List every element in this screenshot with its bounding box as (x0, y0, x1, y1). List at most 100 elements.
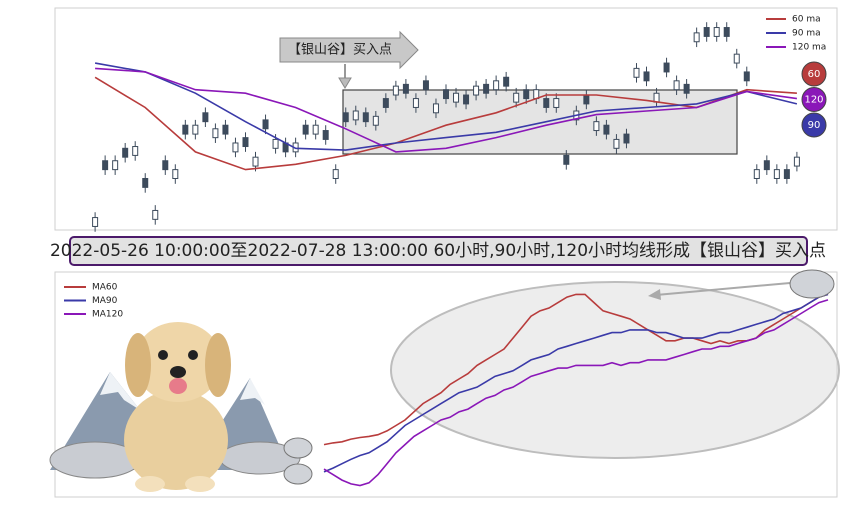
candle-body (102, 160, 109, 171)
candle-body (412, 98, 419, 108)
candle-body (543, 98, 550, 108)
candle-body (312, 124, 319, 135)
ma-line (323, 299, 829, 487)
candle-body (272, 138, 279, 149)
candle-body (322, 130, 329, 140)
end-label: 120 (804, 95, 823, 106)
candle-body (703, 27, 710, 37)
candle-body (683, 83, 690, 94)
candle-body (132, 146, 139, 156)
candle-body (242, 137, 249, 148)
annotation-arrow (279, 30, 419, 70)
candle-body (553, 98, 560, 108)
candle-body (152, 209, 159, 220)
legend-label: MA120 (92, 310, 123, 320)
snow (100, 372, 140, 410)
candle-body (693, 32, 700, 43)
highlight-box (342, 89, 738, 155)
candle-body (603, 124, 610, 135)
candle-body (202, 112, 209, 123)
annotation: 【银山谷】买入点 (288, 43, 392, 58)
candle-body (783, 169, 790, 179)
candle-body (352, 110, 359, 121)
candle-body (743, 71, 750, 82)
candle-body (302, 124, 309, 135)
candle-body (262, 119, 269, 130)
candle-body (473, 85, 480, 96)
candle-body (663, 62, 670, 73)
candle-body (793, 156, 800, 167)
candle-body (713, 27, 720, 37)
candle-body (723, 27, 730, 37)
candle-body (503, 76, 510, 87)
dog-paw (185, 476, 215, 492)
candle-body (633, 67, 640, 78)
decoration (49, 269, 835, 492)
end-badge (801, 87, 827, 112)
dog-tongue (169, 378, 187, 394)
candle-body (162, 160, 169, 171)
dog-eye (188, 350, 198, 360)
candle-body (92, 217, 99, 227)
candle-body (182, 124, 189, 135)
highlight-ellipse (390, 281, 840, 459)
pointer-head (338, 77, 352, 89)
candle-body (523, 89, 530, 100)
candle-body (673, 80, 680, 91)
candle-body (422, 80, 429, 91)
candle-body (443, 89, 449, 100)
ingot (283, 437, 313, 459)
candle-body (392, 85, 399, 96)
candle-body (372, 115, 379, 126)
dog-nose (170, 366, 186, 378)
candle-body (493, 80, 500, 91)
ingot (283, 463, 313, 485)
candle-body (212, 128, 219, 139)
banner-box (69, 236, 808, 266)
dog-body (124, 390, 228, 490)
candle-body (513, 92, 520, 103)
dog-ear (125, 333, 151, 397)
candle-body (583, 94, 590, 105)
dog-eye (158, 350, 168, 360)
candle-body (122, 147, 129, 158)
snow (240, 378, 265, 405)
candle-body (563, 154, 570, 165)
candle-body (613, 138, 620, 149)
end-label: 60 (808, 69, 821, 80)
candle-body (172, 169, 179, 179)
candle-body (232, 142, 239, 153)
legend-label: 60 ma (792, 15, 821, 25)
ingot (789, 269, 835, 299)
banner: 2022-05-26 10:00:00至2022-07-28 13:00:00 … (50, 241, 826, 261)
ma-line (323, 293, 829, 473)
candle-body (463, 94, 470, 105)
candle-body (142, 177, 149, 188)
legend-label: 120 ma (792, 43, 826, 53)
dog-paw (135, 476, 165, 492)
candle-body (453, 92, 460, 103)
candle-body (733, 53, 740, 64)
candle-body (362, 112, 369, 123)
legend-label: MA60 (92, 283, 118, 293)
end-label: 90 (808, 120, 821, 131)
candle-body (643, 71, 650, 82)
ma-line (95, 67, 798, 153)
candle-body (252, 156, 259, 167)
candle-body (342, 112, 349, 123)
dog-head (134, 322, 222, 402)
candle-body (753, 169, 760, 179)
candle-body (483, 83, 490, 94)
candle-body (623, 133, 630, 144)
pointer-head (648, 289, 661, 300)
ma-line (94, 62, 798, 151)
candle-body (192, 124, 199, 135)
end-badge (801, 112, 827, 138)
dog-ear (205, 333, 231, 397)
legend-label: MA90 (92, 296, 118, 306)
end-badge (801, 61, 827, 87)
candle-body (222, 124, 229, 135)
candle-body (402, 83, 409, 94)
candle-body (763, 160, 770, 171)
candle-body (432, 103, 439, 114)
